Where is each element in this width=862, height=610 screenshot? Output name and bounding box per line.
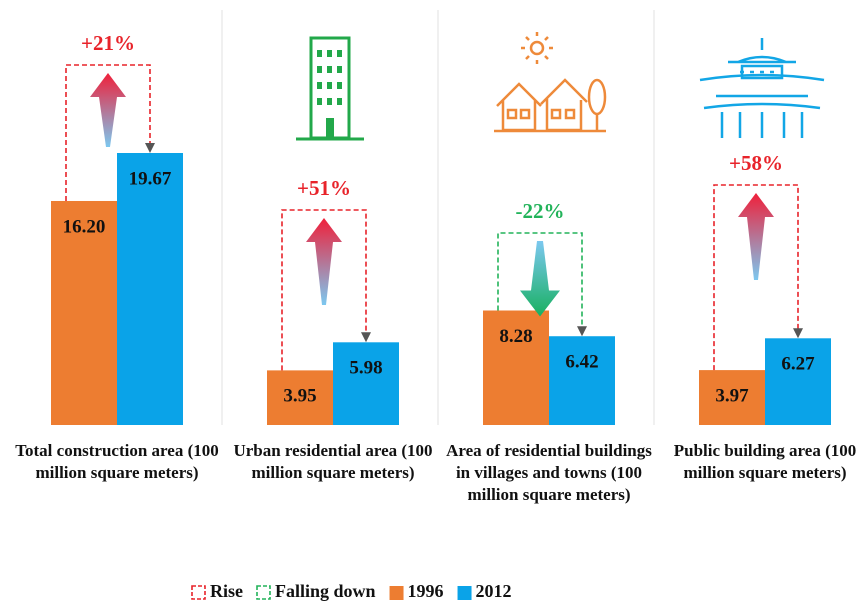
- building-icon: [296, 36, 364, 141]
- arrow-head: [145, 143, 155, 153]
- change-bracket: [65, 64, 151, 201]
- bar: [765, 338, 831, 425]
- legend-label: Rise: [210, 581, 243, 601]
- value-label: 6.42: [565, 352, 598, 373]
- category-label: Public building area (100 million square…: [673, 441, 857, 482]
- arrow-head: [577, 326, 587, 337]
- change-bracket: [713, 184, 799, 371]
- value-label: 6.27: [781, 354, 815, 375]
- bar: [267, 370, 333, 425]
- fat-arrow: [90, 73, 126, 147]
- legend-label: 1996: [408, 581, 444, 601]
- value-label: 3.97: [715, 385, 749, 406]
- change-label: -22%: [516, 199, 565, 223]
- category-label: Area of residential buildings in village…: [446, 441, 652, 504]
- change-bracket: [497, 232, 583, 329]
- legend-swatch: [457, 586, 472, 600]
- bar: [117, 153, 183, 425]
- change-label: +51%: [297, 176, 351, 200]
- value-label: 5.98: [349, 358, 382, 379]
- value-label: 3.95: [283, 386, 316, 407]
- change-label: +21%: [81, 31, 135, 55]
- fat-arrow: [306, 218, 342, 305]
- legend-label: 2012: [476, 581, 512, 601]
- value-label: 16.20: [63, 216, 106, 237]
- category-label: Total construction area (100 million squ…: [15, 441, 219, 482]
- arrow-head: [793, 328, 803, 339]
- houses-icon: [494, 32, 607, 133]
- legend-swatch: [389, 586, 404, 600]
- bar: [699, 370, 765, 425]
- category-label: Urban residential area (100 million squa…: [233, 441, 433, 482]
- legend-swatch: [256, 585, 271, 600]
- change-bracket: [281, 209, 367, 371]
- bar: [333, 342, 399, 425]
- arrow-head: [361, 332, 371, 343]
- bar: [549, 336, 615, 425]
- fat-arrow: [738, 193, 774, 280]
- change-label: +58%: [729, 151, 783, 175]
- value-label: 19.67: [129, 168, 172, 189]
- value-label: 8.28: [499, 326, 532, 347]
- legend-swatch: [191, 585, 206, 600]
- legend-label: Falling down: [275, 581, 376, 601]
- pagoda-icon: [699, 38, 825, 138]
- bar: [483, 310, 549, 425]
- bar: [51, 200, 117, 425]
- fat-arrow: [520, 241, 560, 317]
